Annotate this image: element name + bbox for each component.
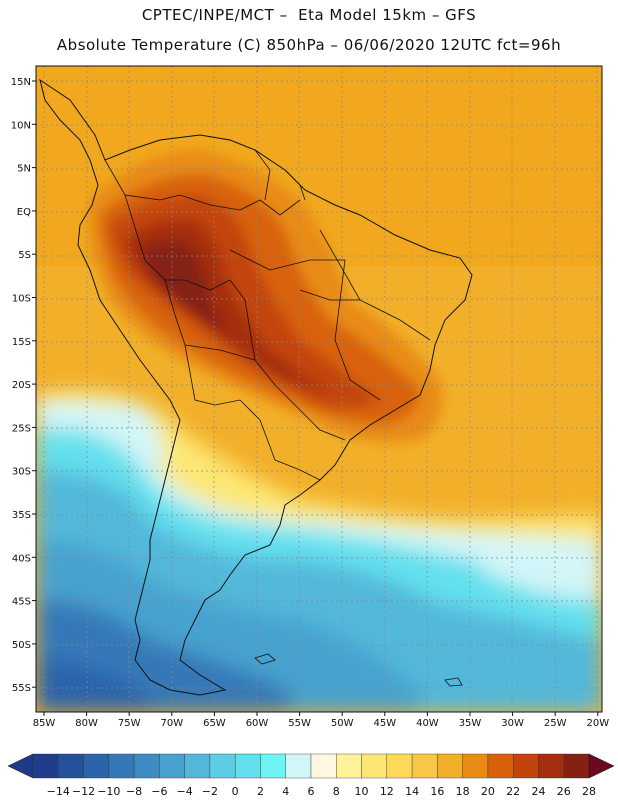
colorbar-swatch xyxy=(32,753,59,779)
colorbar-swatch xyxy=(133,753,160,779)
colorbar-label: 10 xyxy=(355,785,369,798)
colorbar-label: 0 xyxy=(232,785,239,798)
lat-label: 5S xyxy=(18,250,31,261)
lat-label: 50S xyxy=(12,640,31,651)
lat-label: 35S xyxy=(12,510,31,521)
colorbar-low-arrow xyxy=(7,753,34,779)
colorbar-swatch xyxy=(512,753,539,779)
chart-title-line2: Absolute Temperature (C) 850hPa – 06/06/… xyxy=(56,36,562,54)
colorbar-label: −6 xyxy=(151,785,167,798)
lon-label: 40W xyxy=(416,718,439,729)
lon-label: 25W xyxy=(544,718,567,729)
colorbar-high-arrow xyxy=(588,753,615,779)
colorbar-swatch xyxy=(209,753,236,779)
lon-label: 35W xyxy=(459,718,482,729)
colorbar-label: 24 xyxy=(531,785,545,798)
latitude-labels: 15N 10N 5N EQ 5S 10S 15S 20S 25S 30S 35S 40S 45S 50S 5… xyxy=(11,77,36,694)
colorbar-label: −10 xyxy=(97,785,120,798)
colorbar-label: 28 xyxy=(582,785,596,798)
lat-label: 15S xyxy=(12,337,31,348)
colorbar-label: 20 xyxy=(481,785,495,798)
colorbar-swatch xyxy=(462,753,489,779)
lat-label: EQ xyxy=(17,207,31,218)
lat-label: 15N xyxy=(11,77,31,88)
lat-label: 40S xyxy=(12,553,31,564)
lon-label: 20W xyxy=(586,718,609,729)
lon-label: 45W xyxy=(373,718,396,729)
lon-label: 60W xyxy=(246,718,269,729)
lon-label: 85W xyxy=(33,718,56,729)
lat-label: 45S xyxy=(12,597,31,608)
lat-label: 25S xyxy=(12,423,31,434)
colorbar: −14 −12 −10 −8 −6 −4 −2 0 2 4 6 8 10 12 14 16 18 20 22 24 26… xyxy=(7,753,615,798)
colorbar-label: 4 xyxy=(282,785,289,798)
country-borders xyxy=(104,149,431,481)
colorbar-swatch xyxy=(411,753,438,779)
lat-label: 10N xyxy=(11,120,31,131)
colorbar-label: 8 xyxy=(333,785,340,798)
colorbar-swatch xyxy=(260,753,286,779)
south-america-coastline xyxy=(39,78,473,696)
colorbar-label: −8 xyxy=(126,785,142,798)
colorbar-label: 18 xyxy=(456,785,470,798)
lat-label: 30S xyxy=(12,467,31,478)
colorbar-swatch xyxy=(361,753,388,779)
colorbar-label: −14 xyxy=(47,785,70,798)
colorbar-swatch xyxy=(538,753,564,779)
colorbar-swatch xyxy=(83,753,110,779)
colorbar-swatch xyxy=(310,753,337,779)
map-frame xyxy=(35,65,603,713)
colorbar-swatch xyxy=(487,753,514,779)
colorbar-label: 16 xyxy=(430,785,444,798)
colorbar-swatch xyxy=(563,753,590,779)
colorbar-swatch xyxy=(285,753,312,779)
colorbar-swatch xyxy=(159,753,185,779)
south-georgia xyxy=(444,677,463,687)
lon-label: 75W xyxy=(118,718,141,729)
colorbar-label: 12 xyxy=(380,785,394,798)
graticule xyxy=(36,66,602,712)
colorbar-swatch xyxy=(184,753,211,779)
colorbar-swatch xyxy=(386,753,413,779)
colorbar-label: 14 xyxy=(405,785,419,798)
falkland-islands xyxy=(254,653,276,665)
temperature-field xyxy=(36,66,602,712)
longitude-labels: 85W 80W 75W 70W 65W 60W 55W 50W 45W 40W 35W 30W 25W 2… xyxy=(33,712,609,729)
lon-label: 80W xyxy=(75,718,98,729)
colorbar-label: 6 xyxy=(308,785,315,798)
lon-label: 50W xyxy=(331,718,354,729)
lon-label: 30W xyxy=(501,718,524,729)
lon-label: 55W xyxy=(288,718,311,729)
colorbar-swatch xyxy=(58,753,84,779)
lat-label: 55S xyxy=(12,683,31,694)
colorbar-swatch xyxy=(336,753,362,779)
colorbar-label: 26 xyxy=(557,785,571,798)
colorbar-label: −4 xyxy=(177,785,193,798)
colorbar-label: −12 xyxy=(72,785,95,798)
colorbar-label: 2 xyxy=(257,785,264,798)
colorbar-label: 22 xyxy=(506,785,520,798)
lon-label: 65W xyxy=(203,718,226,729)
chart-title-line1: CPTEC/INPE/MCT – Eta Model 15km – GFS xyxy=(141,6,477,24)
lat-label: 10S xyxy=(12,294,31,305)
lat-label: 20S xyxy=(12,380,31,391)
colorbar-swatch xyxy=(437,753,463,779)
colorbar-label: −2 xyxy=(202,785,218,798)
lon-label: 70W xyxy=(160,718,183,729)
colorbar-swatch xyxy=(234,753,261,779)
colorbar-swatch xyxy=(108,753,135,779)
lat-label: 5N xyxy=(17,164,31,175)
